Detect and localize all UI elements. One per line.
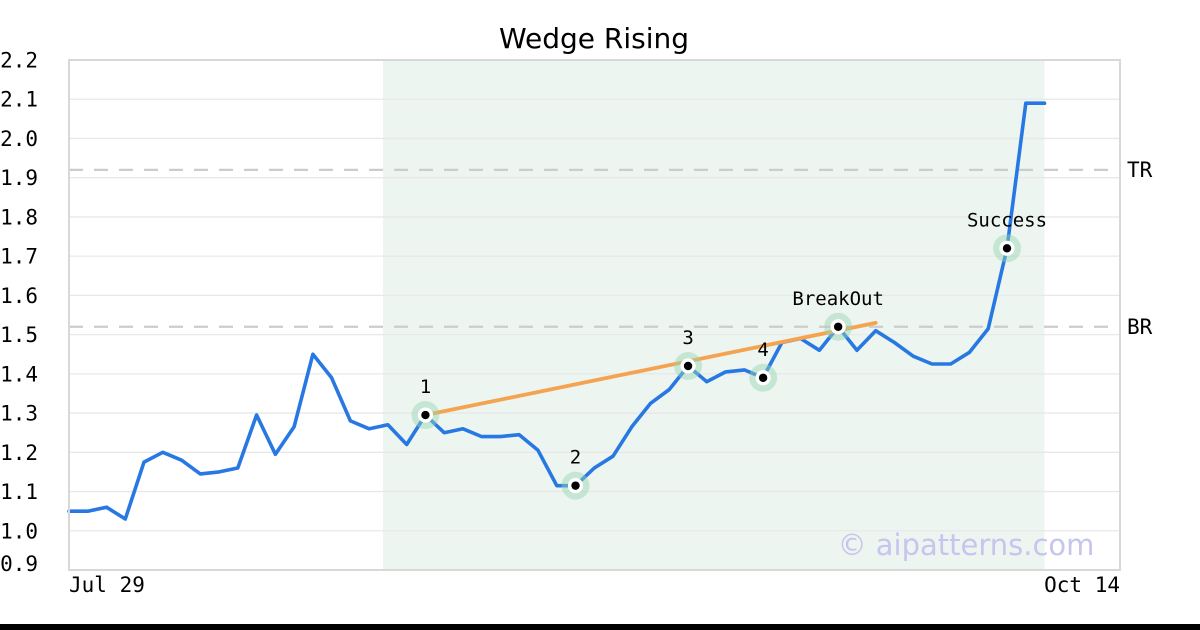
shade-region-group <box>383 61 1045 569</box>
y-tick-label: 1.1 <box>0 480 38 504</box>
plot-border <box>68 59 1121 571</box>
y-tick-labels: 0.9 1.0 1.1 1.2 1.3 1.4 1.5 1.6 1.7 1.8 1.9 2.0 2.1 2… <box>0 49 38 577</box>
y-tick-label: 1.7 <box>0 245 38 269</box>
y-tick-label: 1.8 <box>0 205 38 229</box>
level-label-BR: BR <box>1127 315 1153 339</box>
footer-bar <box>0 624 1200 630</box>
level-label-TR: TR <box>1127 158 1153 182</box>
marker-annotation-2: 2 <box>570 447 581 469</box>
marker-annotation-4: 4 <box>757 339 768 361</box>
y-tick-label: 1.6 <box>0 284 38 308</box>
y-tick-label: 1.2 <box>0 441 38 465</box>
marker-dot <box>1002 244 1012 253</box>
y-tick-label: 2.1 <box>0 88 38 112</box>
marker-dot <box>833 322 843 331</box>
marker-dot <box>571 481 580 490</box>
price-line <box>67 101 1047 521</box>
y-tick-label: 2.2 <box>0 49 38 73</box>
marker-dot <box>758 373 768 382</box>
trend-line <box>423 320 878 417</box>
y-tick-label: 1.9 <box>0 166 38 190</box>
chart-title: Wedge Rising <box>499 22 689 55</box>
y-tick-label: 2.0 <box>0 127 38 151</box>
marker-dot <box>683 361 693 371</box>
y-tick-label: 1.5 <box>0 323 38 347</box>
y-tick-label: 1.4 <box>0 362 38 386</box>
y-tick-label: 1.3 <box>0 402 38 426</box>
level-lines-group <box>69 168 1120 328</box>
x-tick-start: Jul 29 <box>69 573 145 597</box>
trendline-group <box>423 320 878 417</box>
markers-group: 1 2 3 4 BreakOut Success <box>411 209 1047 500</box>
x-tick-end: Oct 14 <box>1044 573 1120 597</box>
y-tick-label: 1.0 <box>0 519 38 543</box>
pattern-shade-region <box>383 61 1045 569</box>
marker-annotation-BreakOut: BreakOut <box>792 288 884 310</box>
level-labels-group: TR BR <box>1127 158 1153 339</box>
marker-annotation-1: 1 <box>420 376 431 398</box>
marker-annotation-3: 3 <box>682 327 693 349</box>
price-line-group <box>67 101 1047 521</box>
marker-annotation-Success: Success <box>967 209 1047 231</box>
marker-dot <box>421 410 430 420</box>
watermark: © aipatterns.com <box>838 528 1095 562</box>
y-tick-label: 0.9 <box>0 552 38 576</box>
